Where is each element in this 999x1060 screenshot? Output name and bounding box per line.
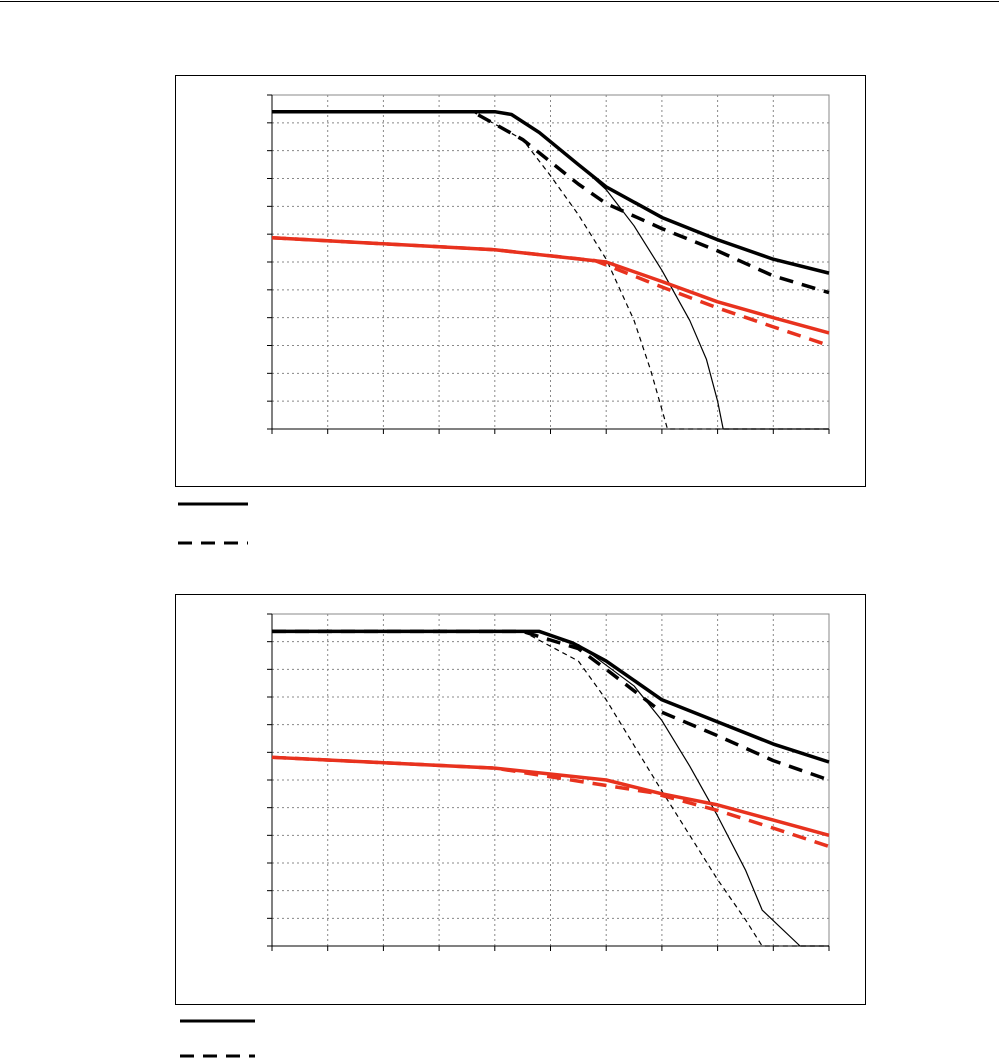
line-series <box>272 629 830 782</box>
line-series <box>271 755 830 849</box>
line-series <box>538 132 829 430</box>
chart-frame <box>175 594 866 1005</box>
chart-frame <box>175 75 866 487</box>
line-series <box>272 109 830 275</box>
line-series <box>271 236 830 335</box>
line-series <box>522 630 829 947</box>
line-series <box>271 236 830 348</box>
line-series <box>272 629 830 764</box>
line-series <box>577 643 829 947</box>
line-series <box>472 111 829 430</box>
